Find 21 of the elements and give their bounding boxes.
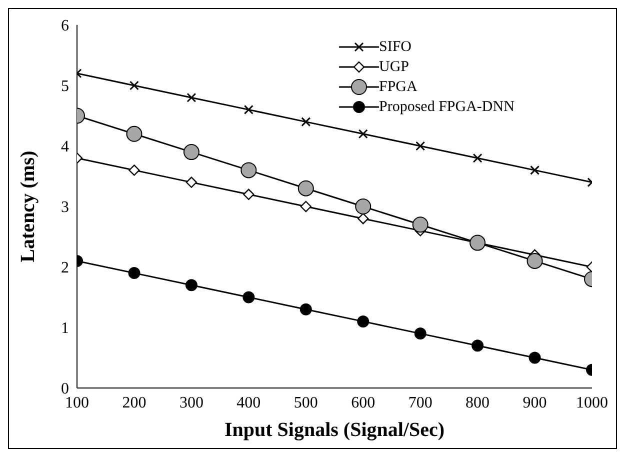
x-tick-label: 600 bbox=[351, 394, 376, 412]
x-tick-label: 200 bbox=[122, 394, 146, 412]
x-tick-label: 300 bbox=[179, 394, 204, 412]
legend-label: SIFO bbox=[379, 38, 412, 56]
x-tick-label: 1000 bbox=[576, 394, 608, 412]
legend-label: FPGA bbox=[379, 78, 418, 96]
y-tick-label: 4 bbox=[61, 138, 69, 156]
legend-label: Proposed FPGA-DNN bbox=[379, 98, 514, 116]
x-tick-label: 800 bbox=[466, 394, 490, 412]
y-axis-title: Latency (ms) bbox=[17, 150, 40, 262]
x-axis-title: Input Signals (Signal/Sec) bbox=[224, 419, 445, 441]
y-tick-label: 1 bbox=[61, 320, 69, 338]
x-tick-label: 400 bbox=[236, 394, 261, 412]
y-tick-label: 3 bbox=[61, 199, 69, 216]
x-tick-label: 700 bbox=[408, 394, 432, 412]
y-tick-label: 6 bbox=[61, 18, 69, 35]
y-tick-label: 5 bbox=[61, 78, 69, 96]
x-tick-label: 500 bbox=[294, 394, 318, 412]
x-tick-label: 900 bbox=[522, 394, 547, 412]
y-tick-label: 2 bbox=[61, 260, 69, 277]
legend-label: UGP bbox=[379, 58, 410, 76]
